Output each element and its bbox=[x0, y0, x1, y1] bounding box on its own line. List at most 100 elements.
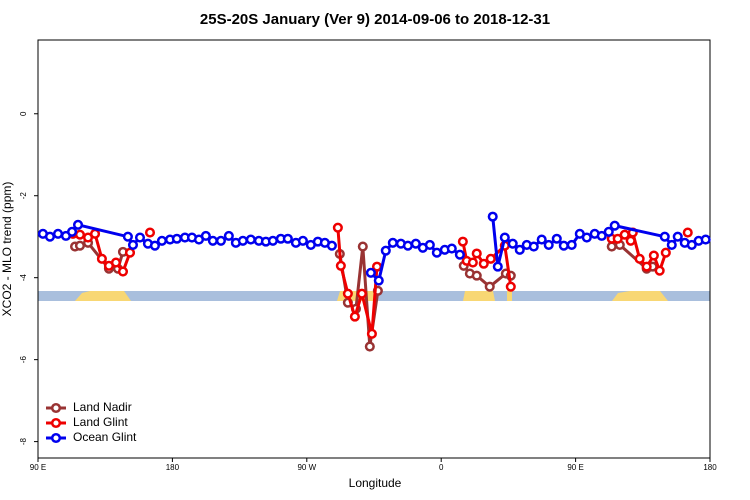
data-point bbox=[410, 238, 421, 249]
data-point bbox=[596, 230, 607, 241]
data-point bbox=[74, 229, 86, 240]
x-tick-label: 90 E bbox=[567, 463, 583, 472]
data-point bbox=[124, 247, 136, 258]
data-point bbox=[364, 341, 375, 352]
data-point bbox=[117, 266, 129, 277]
data-point bbox=[356, 288, 367, 299]
data-point bbox=[122, 231, 133, 242]
data-point bbox=[446, 243, 457, 254]
land-patch bbox=[612, 291, 668, 301]
data-point bbox=[237, 235, 248, 246]
data-point bbox=[134, 232, 146, 243]
y-tick-label: -2 bbox=[19, 192, 28, 200]
data-point bbox=[215, 235, 226, 246]
data-point bbox=[149, 240, 160, 251]
data-point bbox=[648, 250, 659, 261]
legend-marker bbox=[50, 417, 62, 429]
data-point bbox=[612, 233, 623, 244]
data-point bbox=[349, 311, 360, 322]
data-point bbox=[499, 232, 510, 243]
data-point bbox=[536, 234, 547, 245]
data-point bbox=[245, 234, 256, 245]
data-point bbox=[654, 265, 665, 276]
data-point bbox=[89, 228, 101, 239]
x-tick-label: 0 bbox=[439, 463, 444, 472]
data-point bbox=[282, 233, 293, 244]
data-point bbox=[387, 237, 398, 248]
legend-marker bbox=[50, 402, 62, 414]
data-point bbox=[666, 239, 677, 250]
data-point bbox=[659, 231, 670, 242]
data-point bbox=[267, 235, 278, 246]
data-point bbox=[424, 239, 435, 250]
data-point bbox=[380, 245, 391, 256]
data-point bbox=[297, 235, 308, 246]
data-point bbox=[335, 260, 346, 271]
data-point bbox=[223, 230, 234, 241]
data-point bbox=[467, 257, 478, 268]
data-point bbox=[686, 239, 697, 250]
x-tick-label: 90 E bbox=[30, 463, 46, 472]
data-point bbox=[127, 239, 139, 250]
data-point bbox=[487, 211, 498, 222]
x-tick-label: 90 W bbox=[297, 463, 316, 472]
data-point bbox=[507, 238, 518, 249]
data-point bbox=[366, 328, 377, 339]
data-point bbox=[634, 253, 645, 264]
data-point bbox=[492, 261, 503, 272]
legend-label: Land Glint bbox=[73, 415, 128, 429]
data-point bbox=[454, 249, 465, 260]
data-point bbox=[342, 288, 353, 299]
land-patch bbox=[463, 291, 495, 301]
data-point bbox=[543, 239, 554, 250]
land-patch bbox=[507, 291, 512, 301]
data-point bbox=[609, 220, 620, 231]
data-point bbox=[485, 253, 496, 264]
data-point bbox=[514, 244, 525, 255]
data-point bbox=[566, 239, 577, 250]
data-point bbox=[603, 226, 614, 237]
x-tick-label: 180 bbox=[703, 463, 717, 472]
data-point bbox=[581, 232, 592, 243]
data-point bbox=[551, 233, 562, 244]
plot-frame bbox=[37, 39, 711, 459]
data-point bbox=[700, 234, 711, 245]
y-axis-label: XCO2 - MLO trend (ppm) bbox=[0, 182, 14, 317]
land-patch bbox=[75, 291, 131, 301]
data-point bbox=[660, 247, 671, 258]
chart-title: 25S-20S January (Ver 9) 2014-09-06 to 20… bbox=[200, 11, 550, 28]
data-point bbox=[641, 261, 652, 272]
data-point bbox=[44, 231, 55, 242]
data-point bbox=[672, 231, 683, 242]
data-point bbox=[332, 222, 343, 233]
y-tick-label: -6 bbox=[19, 356, 28, 364]
data-point bbox=[528, 241, 539, 252]
data-point bbox=[74, 240, 86, 251]
data-point bbox=[365, 267, 376, 278]
legend-label: Land Nadir bbox=[73, 400, 132, 414]
data-point bbox=[682, 227, 693, 238]
data-point bbox=[326, 240, 337, 251]
x-axis-label: Longitude bbox=[349, 476, 402, 490]
data-point bbox=[457, 236, 468, 247]
legend-label: Ocean Glint bbox=[73, 430, 137, 444]
data-point bbox=[625, 235, 636, 246]
data-point bbox=[66, 226, 78, 237]
x-tick-label: 180 bbox=[166, 463, 180, 472]
data-point bbox=[72, 219, 84, 230]
data-point bbox=[357, 241, 368, 252]
data-point bbox=[431, 247, 442, 258]
y-tick-label: -4 bbox=[19, 274, 28, 282]
data-point bbox=[156, 235, 167, 246]
data-point bbox=[471, 270, 482, 281]
data-point bbox=[484, 281, 495, 292]
data-point bbox=[373, 275, 384, 286]
y-tick-label: -8 bbox=[19, 438, 28, 446]
data-point bbox=[144, 227, 156, 238]
data-point bbox=[110, 257, 122, 268]
y-tick-label: 0 bbox=[19, 111, 28, 116]
legend-marker bbox=[50, 432, 62, 444]
data-point bbox=[207, 235, 218, 246]
